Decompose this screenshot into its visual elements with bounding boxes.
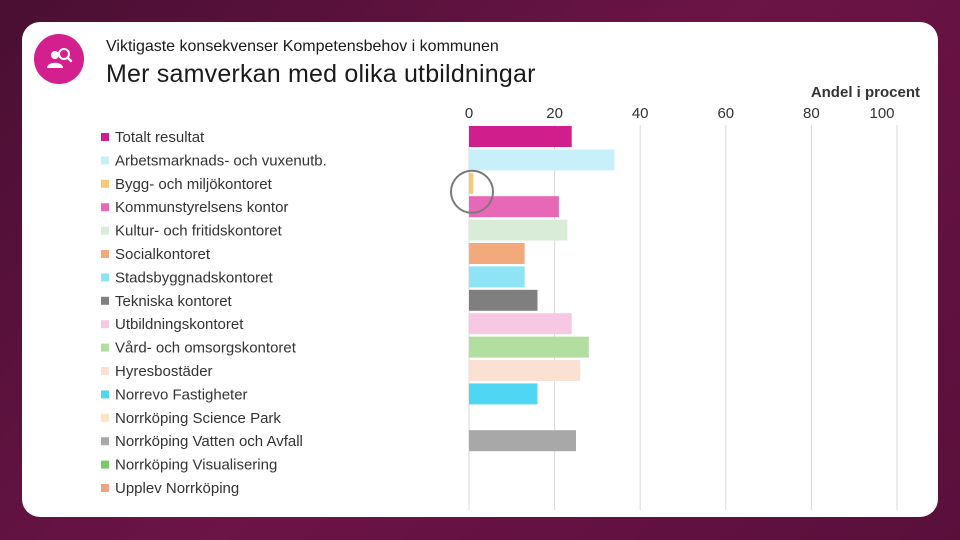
bar: [469, 149, 615, 171]
legend-label: Kommunstyrelsens kontor: [115, 199, 288, 216]
legend-swatch: [101, 296, 109, 305]
x-tick-label: 0: [465, 105, 473, 122]
legend-label: Socialkontoret: [115, 246, 211, 263]
bar: [469, 219, 568, 241]
legend-swatch: [101, 367, 109, 375]
bar: [469, 360, 581, 381]
legend-swatch: [101, 250, 109, 258]
legend-label: Norrköping Vatten och Avfall: [115, 433, 303, 450]
bar: [469, 266, 525, 288]
legend-swatch: [101, 273, 109, 282]
legend-swatch: [101, 133, 109, 141]
x-tick-label: 100: [869, 105, 894, 122]
x-tick-label: 60: [717, 105, 734, 122]
legend-swatch: [101, 413, 109, 422]
logo: [34, 34, 84, 84]
bar: [469, 172, 474, 194]
bar: [469, 383, 538, 405]
legend-swatch: [101, 343, 109, 352]
legend-swatch: [101, 156, 109, 165]
page-title: Mer samverkan med olika utbildningar: [106, 60, 536, 88]
legend-label: Hyresbostäder: [115, 363, 213, 380]
legend-label: Norrköping Science Park: [115, 410, 281, 427]
legend-swatch: [101, 179, 109, 188]
legend-label: Tekniska kontoret: [115, 293, 233, 310]
bar: [469, 313, 572, 335]
bar: [469, 430, 576, 452]
legend-swatch: [101, 320, 109, 329]
legend-label: Bygg- och miljökontoret: [115, 176, 273, 193]
x-axis-title: Andel i procent: [810, 84, 920, 101]
legend-swatch: [101, 484, 109, 492]
legend-swatch: [101, 437, 109, 446]
legend-swatch: [101, 460, 109, 469]
highlight-circle: [450, 169, 494, 214]
legend-label: Kultur- och fritidskontoret: [115, 223, 283, 240]
bar: [469, 196, 559, 218]
legend-swatch: [101, 203, 109, 212]
page-subtitle: Viktigaste konsekvenser Kompetensbehov i…: [106, 38, 499, 55]
legend-label: Norrevo Fastigheter: [115, 386, 248, 403]
legend-swatch: [101, 390, 109, 399]
x-tick-label: 80: [803, 105, 820, 122]
legend-swatch: [101, 226, 109, 235]
legend-label: Totalt resultat: [115, 129, 205, 146]
bar: [469, 336, 589, 358]
legend-label: Stadsbyggnadskontoret: [115, 269, 273, 286]
bar: [469, 243, 525, 264]
x-tick-label: 40: [632, 105, 649, 122]
legend-label: Arbetsmarknads- och vuxenutb.: [115, 152, 327, 169]
legend-label: Vård- och omsorgskontoret: [115, 340, 297, 357]
bar: [469, 126, 572, 147]
x-tick-label: 20: [546, 105, 563, 122]
legend-label: Norrköping Visualisering: [115, 457, 277, 474]
legend-label: Upplev Norrköping: [115, 480, 239, 497]
bar: [469, 289, 538, 311]
person-search-icon: [47, 48, 73, 68]
legend-label: Utbildningskontoret: [115, 316, 244, 333]
